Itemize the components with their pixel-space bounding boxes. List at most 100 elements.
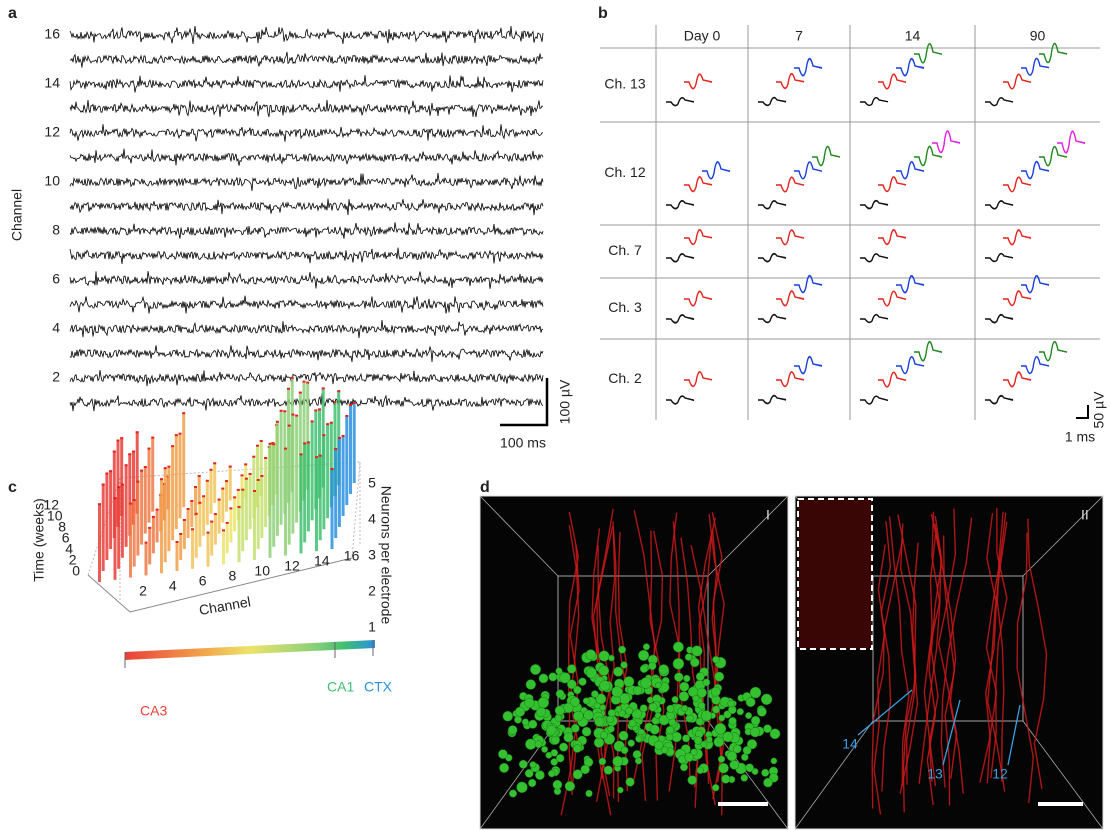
bar	[306, 381, 310, 490]
trace	[69, 99, 544, 118]
neuron	[681, 704, 689, 712]
bar	[334, 448, 338, 538]
neuron	[569, 696, 580, 707]
bar-cap	[179, 533, 183, 535]
waveform	[1021, 57, 1050, 76]
fiber	[668, 521, 680, 792]
fiber	[937, 508, 958, 779]
trace	[69, 148, 544, 166]
waveform	[812, 146, 841, 167]
neuron	[598, 757, 607, 766]
neuron	[634, 757, 642, 765]
bar	[209, 468, 213, 514]
neuron	[700, 710, 712, 722]
bar-cap	[182, 519, 186, 521]
row-header: Ch. 7	[608, 242, 642, 258]
waveform	[1003, 290, 1032, 306]
bar	[318, 408, 321, 499]
scale-label: 100 ms	[500, 435, 546, 451]
neuron	[528, 719, 538, 729]
bar-cap	[318, 408, 321, 411]
waveform	[1003, 176, 1032, 193]
waveform	[860, 199, 889, 209]
waveform	[878, 371, 907, 388]
bar	[298, 391, 302, 512]
neuron	[750, 727, 761, 738]
neuron	[555, 667, 563, 675]
bar	[248, 472, 252, 530]
bar-cap	[167, 465, 171, 468]
neuron	[648, 661, 657, 671]
waveform	[860, 314, 889, 324]
bar-cap	[144, 541, 148, 544]
neuron	[499, 762, 510, 773]
trace	[69, 124, 544, 142]
neuron	[548, 672, 558, 682]
bar-cap	[213, 513, 217, 516]
bar	[144, 541, 148, 576]
neuron	[642, 643, 650, 651]
bar-cap	[314, 409, 318, 412]
neuron	[680, 763, 688, 772]
bar-cap	[148, 526, 152, 529]
tick-label: 12	[284, 558, 300, 574]
neuron	[545, 751, 553, 759]
tick-label: 4	[52, 320, 60, 336]
bar-cap	[116, 439, 120, 442]
tick-label: 6	[199, 573, 207, 589]
column-header: 14	[905, 28, 921, 44]
fiber	[942, 535, 956, 806]
bar-cap	[174, 434, 178, 437]
neuron	[726, 750, 738, 762]
bar	[132, 450, 135, 525]
neuron	[666, 704, 675, 713]
bar-cap	[283, 410, 287, 413]
neuron	[528, 778, 537, 788]
neuron	[573, 710, 584, 722]
bar	[136, 480, 140, 556]
neuron	[613, 666, 624, 677]
neuron	[538, 673, 549, 684]
bar	[213, 513, 217, 545]
fiber	[595, 531, 616, 802]
neuron	[514, 715, 522, 724]
tick-label: 8	[52, 222, 60, 238]
bar-cap	[109, 470, 113, 473]
waveform	[932, 130, 961, 153]
bar-cap	[252, 455, 256, 458]
neuron	[638, 649, 650, 661]
bar	[205, 479, 209, 525]
neuron	[518, 759, 528, 769]
waveform	[702, 161, 731, 180]
bar	[128, 453, 132, 536]
bar	[171, 445, 175, 541]
bar	[306, 441, 310, 532]
neuron	[679, 681, 690, 692]
bar	[352, 402, 356, 483]
neuron	[711, 705, 721, 714]
bar-cap	[140, 469, 144, 472]
neuron	[554, 714, 563, 722]
tick-label: 2	[139, 583, 147, 599]
neuron	[559, 742, 569, 752]
tick-label: 2	[52, 369, 60, 385]
neuron	[745, 697, 756, 708]
bar	[179, 533, 183, 560]
neuron	[736, 708, 744, 716]
neuron	[618, 730, 629, 741]
neuron	[685, 714, 694, 723]
tick-label: 10	[254, 563, 270, 579]
bar-cap	[228, 465, 232, 468]
neuron	[563, 732, 574, 743]
tick-label: 10	[44, 173, 60, 189]
bar	[124, 464, 128, 547]
waveform	[776, 290, 805, 306]
bar-cap	[128, 453, 132, 456]
bar-cap	[129, 502, 132, 505]
panel-c: c Neurons per electrode Time (weeks) Cha…	[8, 376, 394, 719]
neuron	[591, 690, 599, 698]
neuron	[598, 665, 610, 676]
neuron	[623, 676, 635, 687]
bar-cap	[256, 444, 259, 447]
bar	[221, 487, 225, 523]
